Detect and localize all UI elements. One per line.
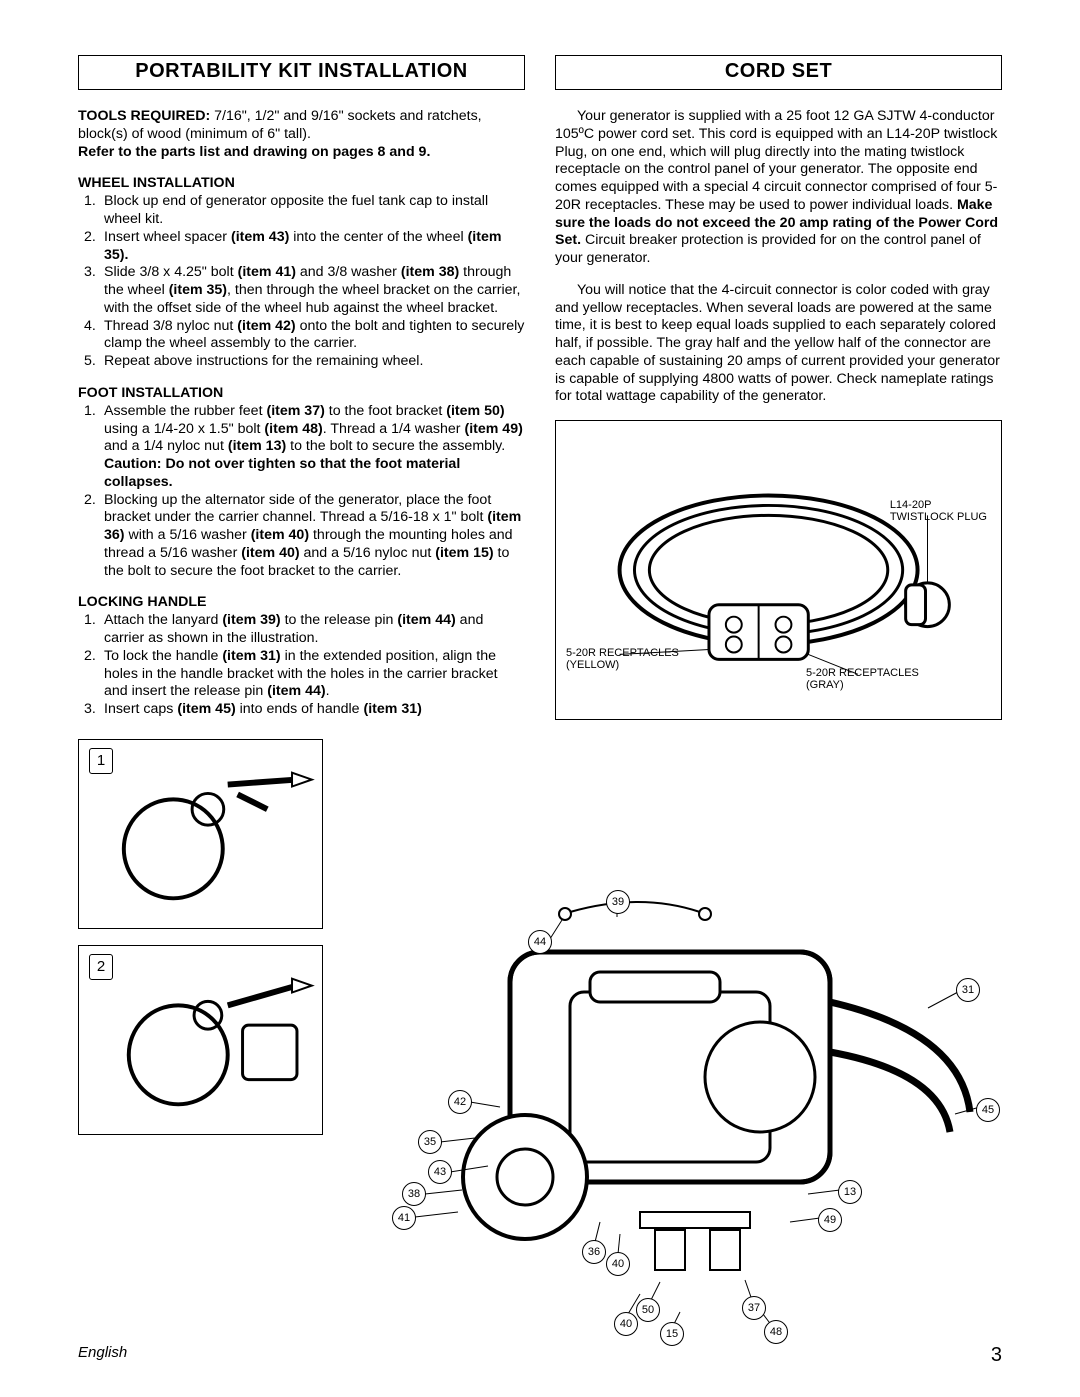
figure-1-icon [79,740,322,928]
list-item: 2.Insert wheel spacer (item 43) into the… [78,229,525,265]
callout: 43 [428,1160,452,1184]
cord-para-1: Your generator is supplied with a 25 foo… [555,108,1002,268]
wheel-install-list: 1.Block up end of generator opposite the… [78,193,525,371]
list-item: 5.Repeat above instructions for the rema… [78,353,525,371]
callout: 40 [614,1312,638,1336]
callout: 37 [742,1296,766,1320]
refer-line: Refer to the parts list and drawing on p… [78,144,430,160]
callout: 38 [402,1182,426,1206]
callout: 39 [606,890,630,914]
figure-2-label: 2 [89,954,113,980]
callout: 13 [838,1180,862,1204]
callout: 48 [764,1320,788,1344]
plug-label: L14-20P TWISTLOCK PLUG [890,499,987,523]
manual-page: PORTABILITY KIT INSTALLATION TOOLS REQUI… [0,0,1080,1397]
page-footer: English 3 [78,1344,1002,1367]
callout: 15 [660,1322,684,1346]
callout: 42 [448,1090,472,1114]
foot-install-head: FOOT INSTALLATION [78,385,525,401]
locking-handle-list: 1.Attach the lanyard (item 39) to the re… [78,612,525,719]
tools-required: TOOLS REQUIRED: 7/16", 1/2" and 9/16" so… [78,108,525,161]
callout: 35 [418,1130,442,1154]
footer-language: English [78,1344,127,1367]
callout: 45 [976,1098,1000,1122]
generator-diagram: 39 44 42 35 43 38 41 36 40 50 40 15 31 4… [340,882,1000,1332]
list-item: 1.Assemble the rubber feet (item 37) to … [78,403,525,492]
list-item: 2.To lock the handle (item 31) in the ex… [78,648,525,701]
figure-2-icon [79,946,322,1134]
tools-label: TOOLS REQUIRED: [78,108,210,124]
footer-page-number: 3 [991,1344,1002,1367]
list-item: 2.Blocking up the alternator side of the… [78,492,525,581]
cord-para-2: You will notice that the 4-circuit conne… [555,282,1002,406]
yellow-recept-label: 5-20R RECEPTACLES (YELLOW) [566,647,679,671]
callout: 50 [636,1298,660,1322]
list-item: 4.Thread 3/8 nyloc nut (item 42) onto th… [78,318,525,354]
list-item: 1.Attach the lanyard (item 39) to the re… [78,612,525,648]
gray-recept-label: 5-20R RECEPTACLES (GRAY) [806,667,919,691]
locking-handle-head: LOCKING HANDLE [78,594,525,610]
callout: 40 [606,1252,630,1276]
wheel-install-head: WHEEL INSTALLATION [78,175,525,191]
list-item: 1.Block up end of generator opposite the… [78,193,525,229]
callout: 44 [528,930,552,954]
figure-1-label: 1 [89,748,113,774]
list-item: 3.Slide 3/8 x 4.25" bolt (item 41) and 3… [78,264,525,317]
portability-heading: PORTABILITY KIT INSTALLATION [78,55,525,90]
callout: 41 [392,1206,416,1230]
list-item: 3.Insert caps (item 45) into ends of han… [78,701,525,719]
cord-set-heading: CORD SET [555,55,1002,90]
callout: 49 [818,1208,842,1232]
cord-figure-icon [556,421,1001,719]
callout: 31 [956,978,980,1002]
cord-figure: L14-20P TWISTLOCK PLUG 5-20R RECEPTACLES… [555,420,1002,720]
callout: 36 [582,1240,606,1264]
foot-install-list: 1.Assemble the rubber feet (item 37) to … [78,403,525,581]
figure-1: 1 [78,739,323,929]
generator-diagram-icon [340,882,1000,1332]
figure-2: 2 [78,945,323,1135]
